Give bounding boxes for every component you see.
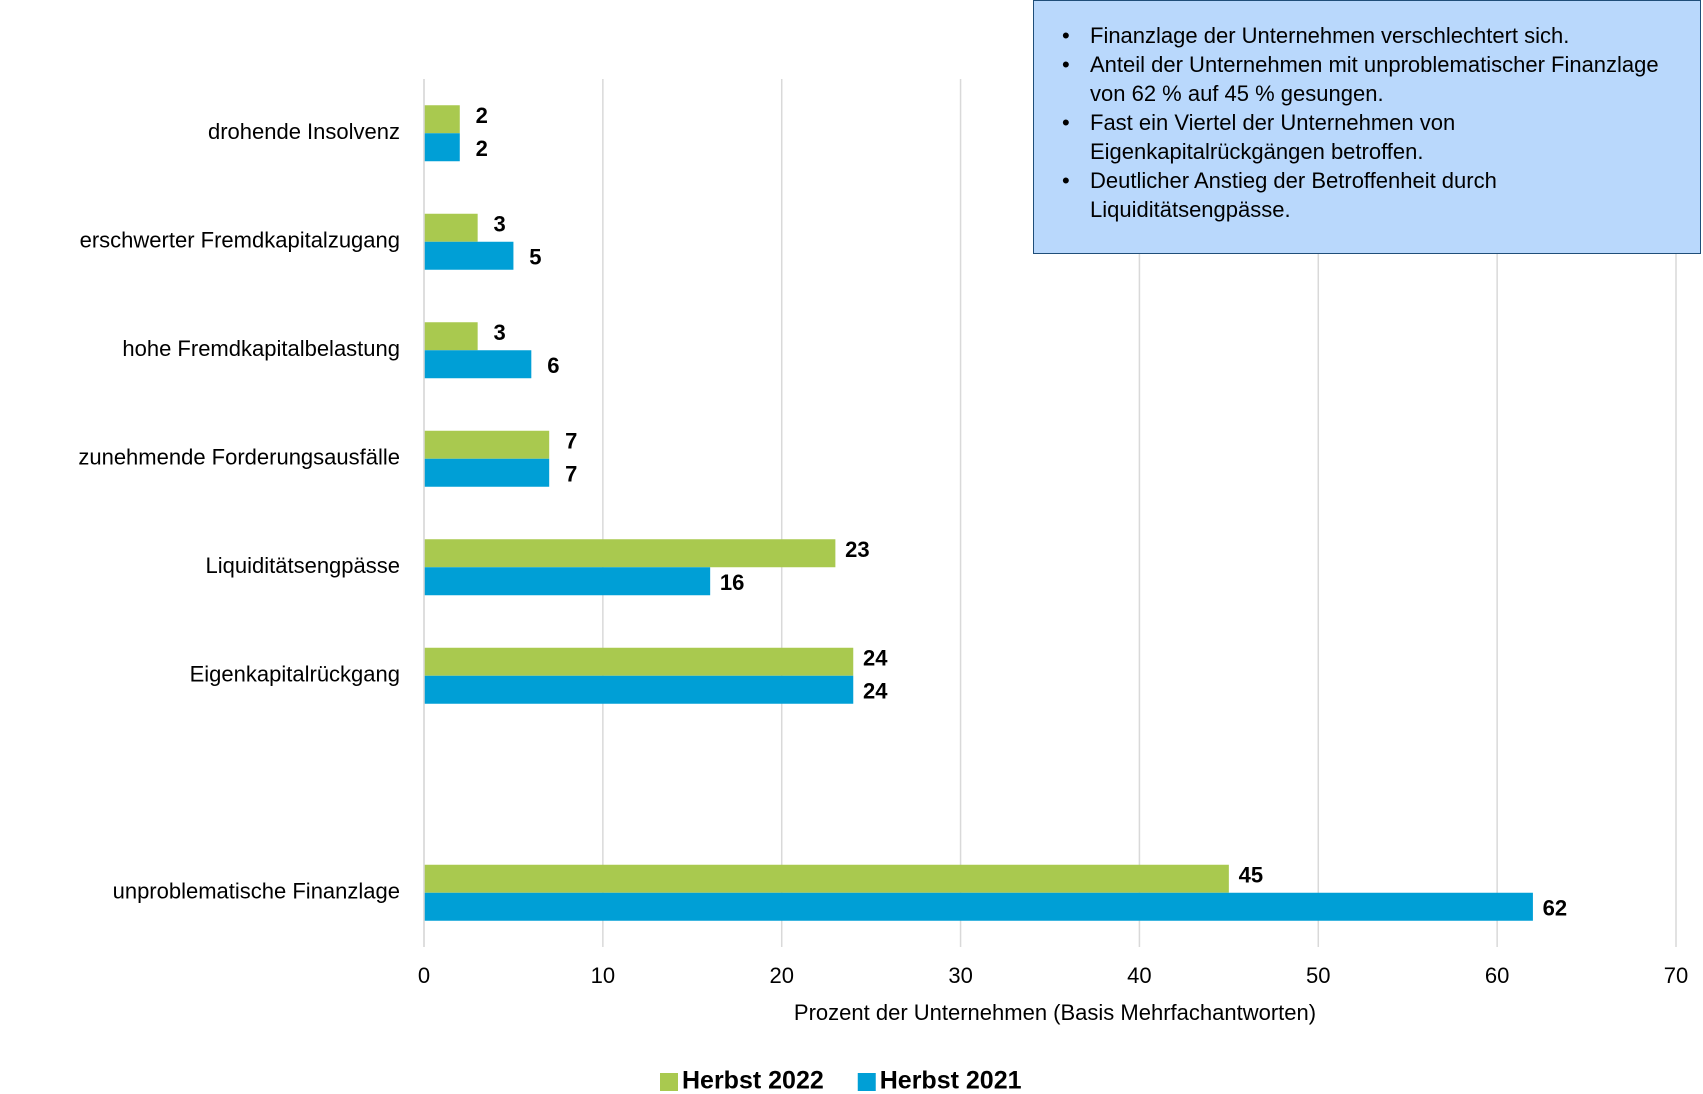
annotation: Deutlicher Anstieg der Betroffenheit dur… (1062, 166, 1690, 224)
bar (424, 675, 854, 704)
annotation: Finanzlage der Unternehmen verschlechter… (1062, 21, 1690, 50)
bar (424, 647, 854, 676)
value-label: 3 (494, 320, 506, 345)
annotation: Fast ein Viertel der Unternehmen von Eig… (1062, 108, 1690, 166)
bar (424, 567, 711, 596)
bar (424, 133, 460, 162)
y-tick-label: erschwerter Fremdkapitalzugang (80, 228, 400, 253)
value-label: 3 (494, 212, 506, 237)
value-label: 5 (529, 245, 541, 270)
legend-label: Herbst 2021 (880, 1067, 1022, 1094)
x-axis-label: Prozent der Unternehmen (Basis Mehrfacha… (794, 1000, 1316, 1025)
annotation: Anteil der Unternehmen mit unproblematis… (1062, 50, 1690, 108)
bar (424, 241, 514, 270)
bar (424, 892, 1533, 921)
value-label: 24 (863, 679, 888, 704)
value-label: 7 (565, 462, 577, 487)
bar (424, 350, 532, 379)
x-tick-label: 10 (591, 963, 615, 988)
legend-label: Herbst 2022 (682, 1067, 824, 1094)
x-tick-label: 60 (1485, 963, 1509, 988)
y-tick-label: drohende Insolvenz (208, 119, 400, 144)
x-tick-label: 0 (418, 963, 430, 988)
bar (424, 539, 836, 568)
x-tick-label: 30 (948, 963, 972, 988)
y-tick-label: Liquiditätsengpässe (206, 553, 400, 578)
x-tick-label: 40 (1127, 963, 1151, 988)
legend-swatch (857, 1073, 876, 1091)
value-label: 2 (476, 136, 488, 161)
value-label: 2 (476, 103, 488, 128)
bar (424, 105, 460, 134)
y-tick-label: unproblematische Finanzlage (113, 879, 400, 904)
value-label: 45 (1239, 863, 1263, 888)
bar (424, 430, 550, 459)
x-tick-label: 50 (1306, 963, 1330, 988)
y-tick-label: Eigenkapitalrückgang (190, 662, 400, 687)
value-label: 23 (845, 537, 869, 562)
bar (424, 458, 550, 487)
y-tick-label: zunehmende Forderungsausfälle (78, 445, 400, 470)
value-label: 16 (720, 570, 744, 595)
annotation-box: Finanzlage der Unternehmen verschlechter… (1033, 0, 1701, 254)
legend-swatch (660, 1073, 678, 1091)
bar (424, 864, 1229, 893)
x-tick-label: 70 (1664, 963, 1688, 988)
value-label: 6 (547, 353, 559, 378)
value-label: 24 (863, 646, 888, 671)
x-tick-label: 20 (769, 963, 793, 988)
bar (424, 213, 478, 242)
value-label: 62 (1543, 896, 1567, 921)
bar (424, 322, 478, 351)
y-tick-label: hohe Fremdkapitalbelastung (122, 336, 400, 361)
value-label: 7 (565, 429, 577, 454)
annotation-list: Finanzlage der Unternehmen verschlechter… (1062, 21, 1690, 224)
